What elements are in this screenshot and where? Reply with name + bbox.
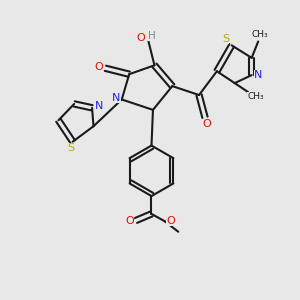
Text: H: H bbox=[148, 31, 155, 40]
Text: O: O bbox=[125, 216, 134, 226]
Text: N: N bbox=[94, 101, 103, 111]
Text: O: O bbox=[94, 62, 103, 72]
Text: CH₃: CH₃ bbox=[251, 31, 268, 40]
Text: O: O bbox=[136, 33, 145, 43]
Text: S: S bbox=[222, 34, 230, 44]
Text: N: N bbox=[112, 93, 121, 103]
Text: CH₃: CH₃ bbox=[247, 92, 264, 101]
Text: S: S bbox=[68, 143, 75, 153]
Text: N: N bbox=[254, 70, 262, 80]
Text: O: O bbox=[202, 119, 211, 129]
Text: O: O bbox=[167, 216, 175, 226]
